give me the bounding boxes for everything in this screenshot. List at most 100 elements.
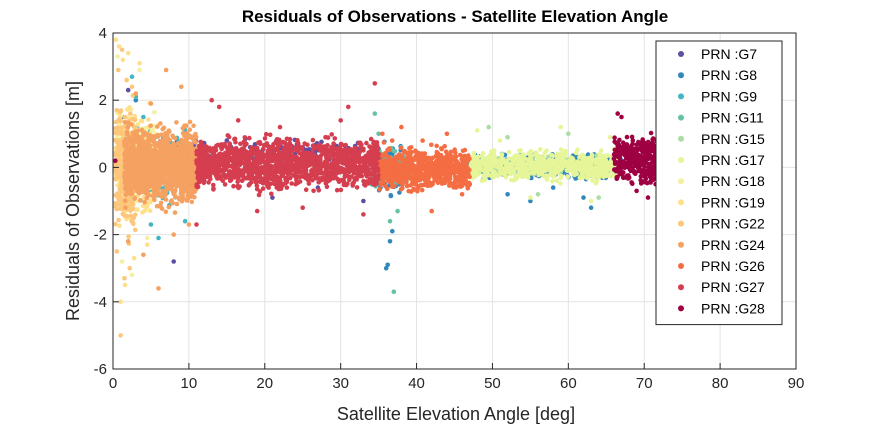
data-point: [183, 145, 189, 150]
data-point: [132, 196, 137, 201]
data-point: [593, 165, 598, 171]
data-point: [466, 154, 471, 160]
data-point: [133, 97, 139, 103]
data-point: [382, 166, 388, 172]
data-point: [124, 77, 129, 83]
data-point: [607, 134, 613, 140]
data-point: [151, 178, 156, 184]
data-point: [155, 170, 161, 175]
data-point: [122, 120, 128, 125]
data-point: [442, 180, 448, 186]
data-point: [560, 166, 565, 171]
data-point: [122, 114, 128, 120]
data-point: [150, 153, 155, 158]
data-point: [516, 157, 522, 162]
data-point: [428, 170, 434, 176]
data-point: [471, 150, 477, 156]
data-point: [191, 123, 196, 128]
data-point: [127, 138, 133, 144]
data-point: [449, 154, 455, 159]
data-point: [140, 148, 146, 153]
data-point: [376, 131, 381, 137]
data-point: [424, 168, 429, 173]
data-point: [573, 163, 579, 168]
data-point: [173, 168, 179, 174]
data-point: [125, 50, 131, 56]
data-point: [163, 209, 169, 215]
data-point: [171, 191, 177, 197]
data-point: [574, 171, 579, 177]
data-point: [553, 153, 559, 159]
data-point: [517, 148, 522, 154]
data-point: [529, 166, 535, 171]
data-point: [535, 192, 541, 197]
data-point: [462, 147, 468, 153]
data-point: [390, 228, 395, 234]
data-point: [361, 198, 366, 204]
data-point: [119, 47, 125, 53]
data-point: [122, 171, 128, 176]
data-point: [448, 149, 454, 155]
data-point: [372, 111, 378, 116]
data-point: [409, 164, 415, 169]
data-point: [152, 110, 157, 115]
data-point: [482, 178, 487, 183]
data-point: [389, 138, 395, 143]
data-point: [438, 153, 444, 158]
data-point: [588, 205, 594, 210]
data-point: [454, 178, 460, 184]
data-point: [505, 134, 510, 140]
data-point: [170, 133, 175, 139]
data-point: [408, 189, 414, 194]
data-point: [603, 160, 608, 165]
data-point: [152, 197, 157, 203]
data-point: [166, 204, 172, 210]
data-point: [129, 74, 135, 79]
data-point: [550, 185, 556, 190]
data-point: [486, 124, 492, 130]
data-point: [429, 142, 434, 148]
data-point: [554, 163, 560, 169]
data-point: [579, 159, 585, 164]
data-point: [497, 163, 503, 169]
data-point: [113, 176, 119, 181]
data-point: [182, 133, 187, 139]
data-point: [513, 165, 519, 171]
data-point: [505, 192, 510, 197]
data-point: [113, 129, 119, 135]
data-point: [407, 146, 412, 151]
data-point: [513, 161, 519, 167]
data-point: [387, 239, 393, 244]
data-point: [516, 171, 522, 176]
data-point: [585, 160, 591, 166]
data-point: [135, 179, 141, 184]
data-point: [563, 148, 568, 154]
data-point: [555, 159, 560, 164]
data-point: [519, 161, 524, 166]
data-point: [131, 164, 136, 169]
data-point: [130, 206, 136, 211]
data-point: [417, 162, 423, 168]
data-point: [391, 289, 397, 295]
data-point: [404, 180, 409, 185]
data-point: [472, 164, 477, 170]
data-point: [420, 159, 426, 164]
data-point: [437, 170, 442, 175]
data-point: [134, 189, 140, 194]
data-point: [126, 234, 131, 239]
data-point: [113, 204, 118, 210]
data-point: [115, 145, 120, 150]
data-point: [595, 172, 601, 178]
data-point: [133, 91, 139, 96]
data-point: [510, 165, 515, 171]
data-point: [126, 162, 132, 167]
data-point: [529, 171, 534, 176]
data-point: [533, 162, 538, 167]
data-point: [123, 205, 128, 210]
data-point: [242, 135, 248, 140]
data-point: [580, 175, 586, 180]
data-point: [510, 157, 516, 163]
data-point: [167, 176, 172, 181]
data-point: [383, 184, 388, 189]
data-point: [114, 107, 120, 113]
